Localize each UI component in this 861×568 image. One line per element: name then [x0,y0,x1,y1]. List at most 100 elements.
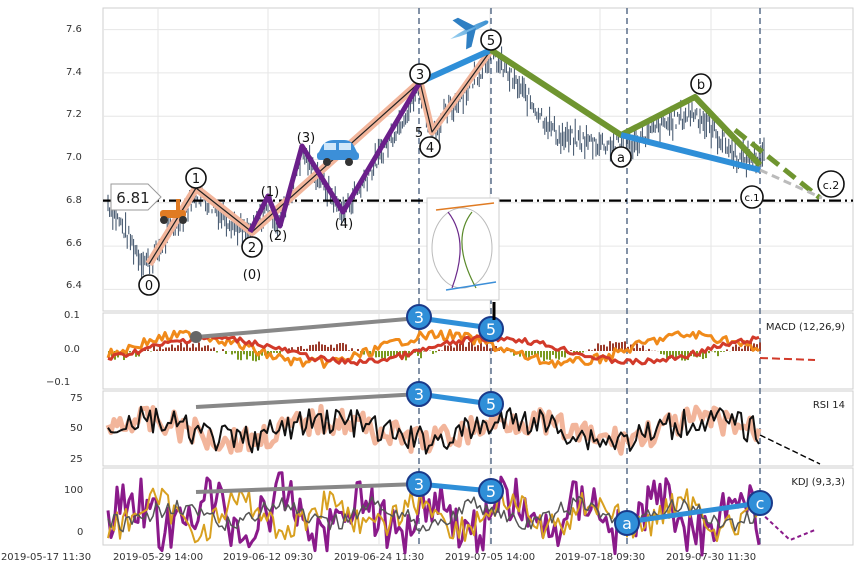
macd-histogram-bar [183,347,185,351]
macd-histogram-bar [597,343,599,351]
macd-histogram-bar [447,345,449,351]
xtick: 2019-05-29 14:00 [113,552,203,563]
rsi-line [107,405,760,455]
kdj-label-a-text: a [622,514,632,533]
macd-histogram-bar [153,345,155,351]
macd-histogram-bar [195,347,197,351]
wave-0: 0 [138,274,160,296]
macd-histogram-bar [339,343,341,351]
macd-histogram-bar [435,351,437,353]
rsi-ytick: 50 [70,423,83,434]
macd-histogram-bar [675,351,677,361]
macd-histogram-bar [207,345,209,351]
svg-text:0: 0 [145,279,153,294]
kdj-y-ticks: 100 0 [64,485,83,538]
macd-histogram-bar [441,350,443,351]
macd-histogram-bar [636,343,638,351]
inset-thumbnail [426,197,500,301]
macd-histogram-bar [726,349,728,351]
kdj-label-5 [478,478,504,504]
macd-histogram-bar [240,351,242,361]
macd-histogram-bar [555,351,557,359]
macd-histogram-bar [213,347,215,351]
wave-labels: 0 1 2 (0) (1) (2) (3) (4) 3 4 5 5 a b c.… [138,29,845,296]
wave-green-projection [733,128,822,200]
macd-histogram-bar [231,351,233,355]
macd-histogram-bar [543,351,545,362]
macd-histogram-bar [669,351,671,359]
macd-histogram-bar [237,351,239,360]
macd-histogram-bar [246,351,248,360]
macd-label: MACD (12,26,9) [766,322,845,333]
macd-label-5 [478,316,504,342]
macd-histogram-bar [564,351,566,358]
macd-ytick: 0.0 [64,344,80,355]
svg-text:4: 4 [426,141,434,156]
macd-histogram-bar [486,342,488,351]
macd-histogram-bar [438,349,440,351]
macd-histogram-bar [234,351,236,354]
macd-pivot-dot [190,331,202,343]
wave-2: 2 [241,236,263,258]
macd-histogram-bar [414,351,416,353]
macd-histogram-bar [525,351,527,360]
macd-histogram-bar [534,351,536,357]
kdj-ytick: 100 [64,485,83,496]
svg-text:c.2: c.2 [823,179,840,192]
macd-histogram-bar [600,345,602,351]
kdj-label: KDJ (9,3,3) [791,477,845,488]
macd-histogram-bar [621,342,623,351]
macd-histogram-bar [546,351,548,360]
macd-histogram-bar [267,351,269,356]
macd-histogram-bar [561,351,563,357]
xtick: 2019-06-12 09:30 [223,552,313,563]
macd-histogram-bar [168,347,170,351]
macd-histogram-bar [420,351,422,359]
svg-text:3: 3 [416,68,424,83]
macd-histogram-bar [369,351,371,356]
macd-histogram-bar [273,351,275,353]
wave-gray-projection [759,168,823,200]
price-ytick: 7.0 [66,152,82,163]
macd-histogram-bar [489,348,491,351]
xtick: 2019-07-18 09:30 [555,552,645,563]
wave-5-minor: 5 [415,126,423,141]
macd-histogram-bar [444,345,446,351]
rsi-ytick: 25 [70,454,83,465]
macd-histogram-bar [609,341,611,351]
macd-histogram-bar [738,346,740,351]
kdj-k-line [107,487,760,544]
macd-histogram-bar [432,351,434,354]
macd-histogram-bar [363,351,365,355]
wave-paren-0: (0) [243,268,261,283]
macd-histogram-bar [249,351,251,357]
macd-histogram-bar [453,347,455,351]
macd-histogram-bar [357,349,359,351]
macd-histogram-bar [171,344,173,351]
x-ticks: 2019-05-17 11:30 2019-05-29 14:00 2019-0… [1,552,756,563]
macd-histogram-bar [528,351,530,360]
svg-text:a: a [617,151,625,166]
macd-label-3-text: 3 [414,308,424,327]
macd-histogram-bar [462,342,464,351]
macd-divergence-line [195,316,420,339]
kdj-label-3 [406,471,432,497]
macd-histogram-bar [459,343,461,351]
macd-histogram-bar [702,351,704,360]
macd-histogram-bar [732,346,734,351]
macd-histogram-bar [483,346,485,351]
macd-histogram-bar [186,341,188,351]
macd-label-3 [406,304,432,330]
wave-c2: c.2 [817,170,845,198]
macd-histogram-bar [417,351,419,356]
macd-histogram-bar [300,346,302,351]
rsi-label: RSI 14 [813,400,845,411]
rsi-divergence-line [195,392,420,409]
macd-histogram-bar [678,351,680,355]
wave-3: 3 [409,63,431,85]
macd-histogram-bar [336,344,338,351]
macd-histogram-bar [216,351,218,353]
rsi-label-5 [478,391,504,417]
macd-histogram-bar [204,345,206,351]
wave-blue-3-5 [418,47,493,85]
